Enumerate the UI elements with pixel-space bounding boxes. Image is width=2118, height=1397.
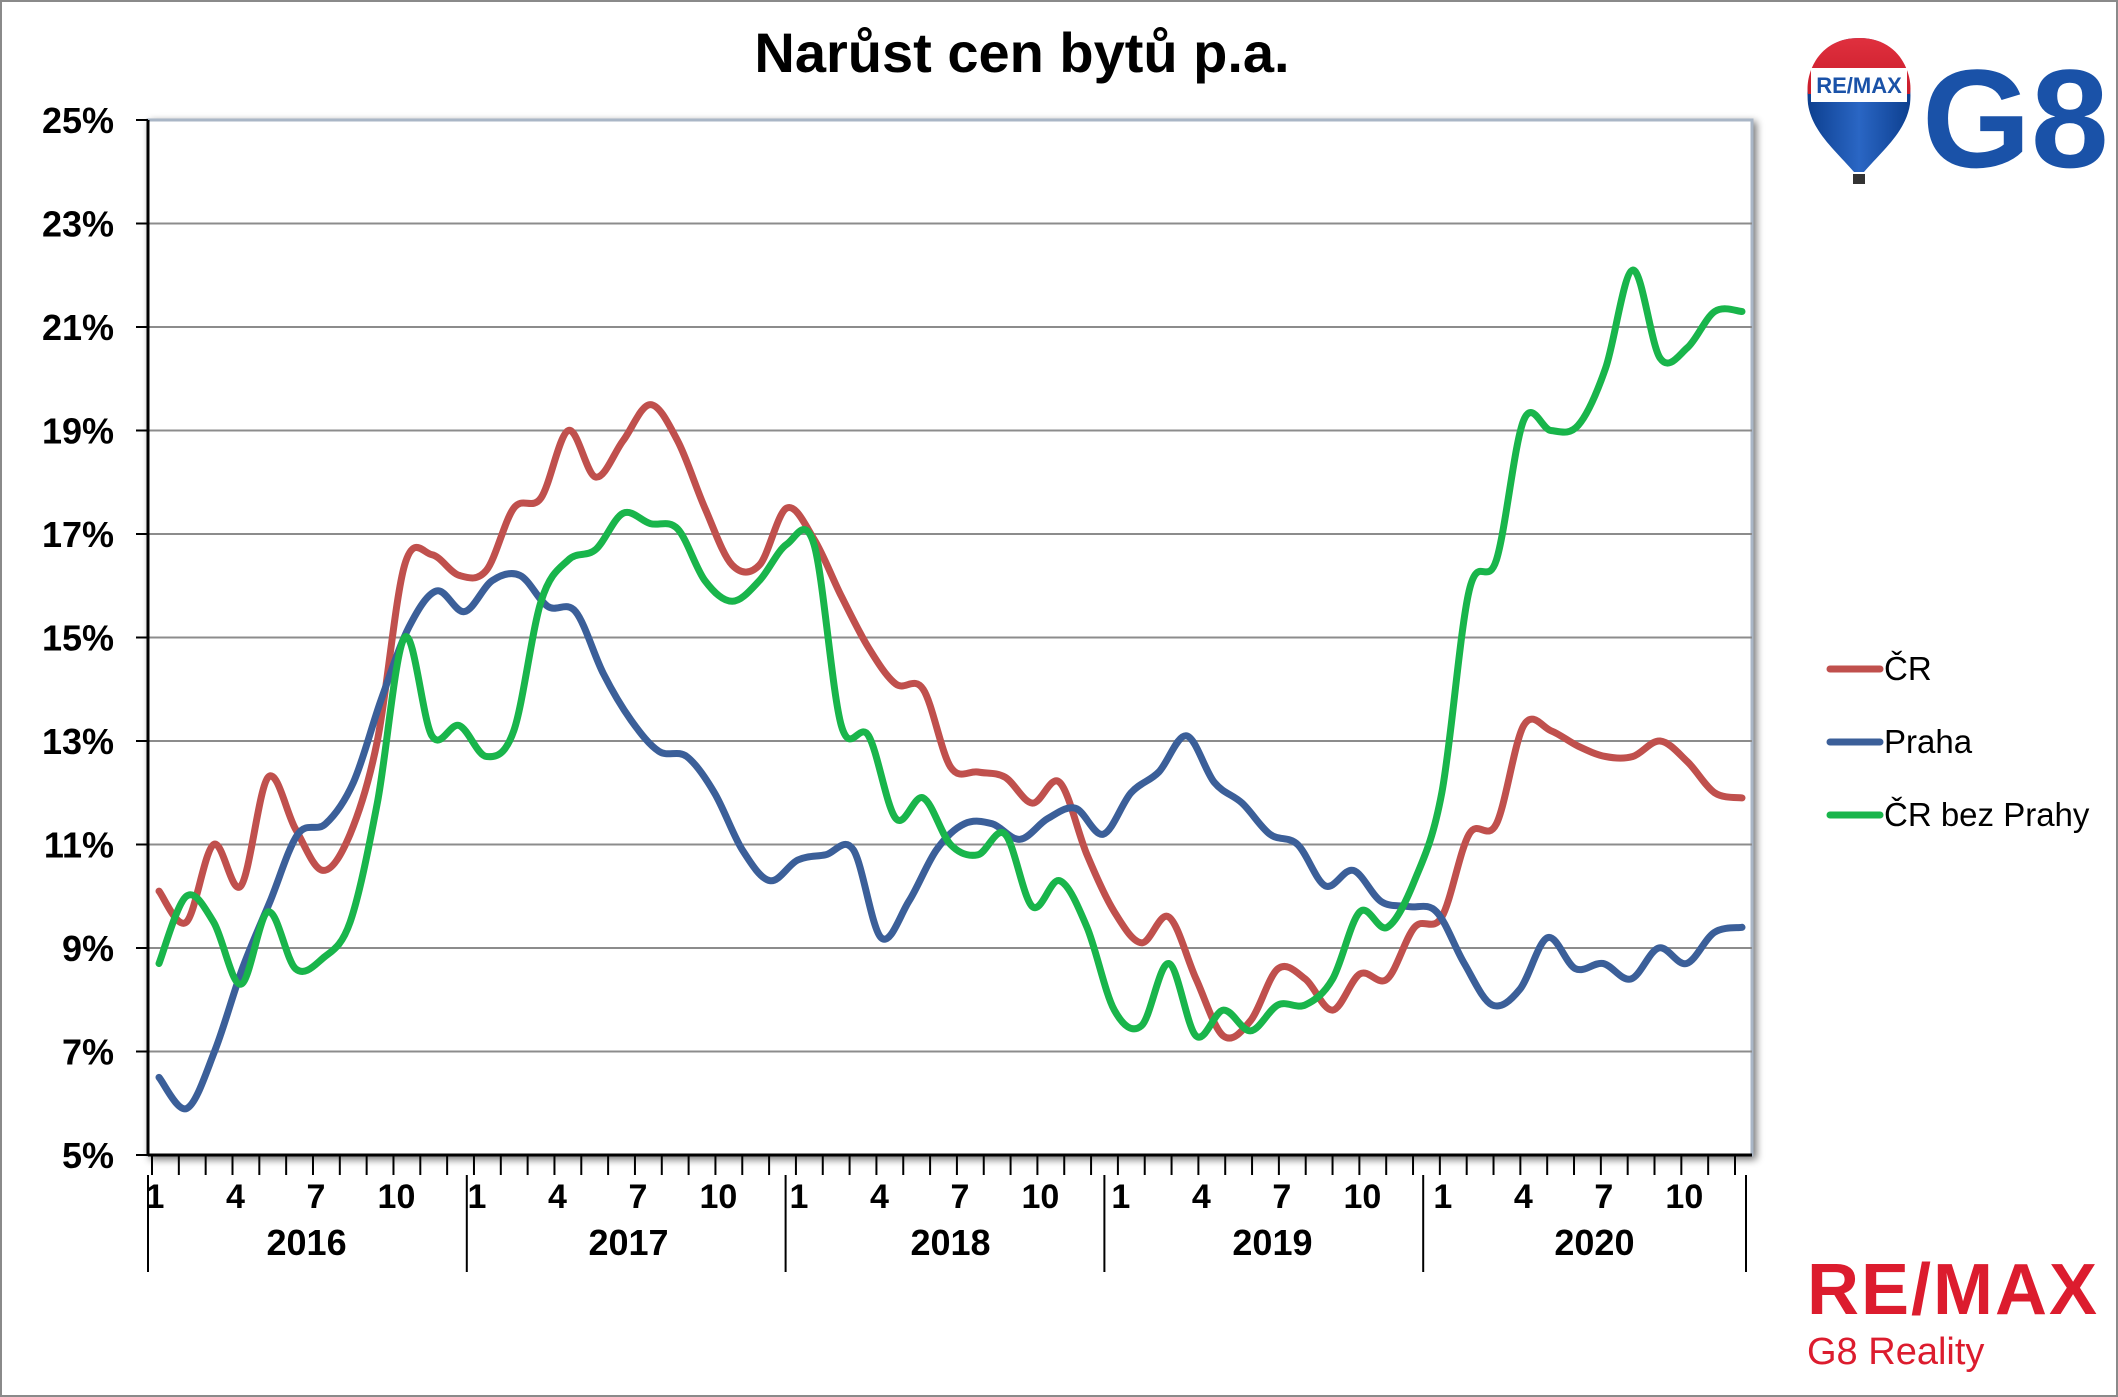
series-line-3 (155, 266, 1746, 1041)
y-tick-label: 19% (42, 411, 114, 452)
x-tick-label: 4 (1514, 1178, 1533, 1216)
x-tick-label: 10 (1343, 1178, 1381, 1216)
x-tick-label: 7 (950, 1178, 969, 1216)
footer-subbrand: G8 Reality (1807, 1331, 1984, 1373)
y-tick-label: 5% (62, 1135, 114, 1176)
y-tick-label: 7% (62, 1032, 114, 1073)
legend-label: ČR (1884, 650, 1932, 687)
gridlines (148, 222, 1752, 1053)
remax-balloon-logo: RE/MAX (1807, 38, 1911, 184)
x-tick-label: 1 (146, 1178, 165, 1216)
x-tick-label: 10 (700, 1178, 738, 1216)
series-layer (155, 266, 1746, 1113)
year-label: 2018 (910, 1222, 990, 1263)
y-tick-label: 23% (42, 204, 114, 245)
x-tick-label: 10 (378, 1178, 416, 1216)
x-tick-label: 7 (1272, 1178, 1291, 1216)
year-label: 2019 (1232, 1222, 1312, 1263)
x-tick-label: 1 (1433, 1178, 1452, 1216)
x-tick-label: 1 (468, 1178, 487, 1216)
x-tick-label: 1 (1111, 1178, 1130, 1216)
x-tick-label: 4 (1192, 1178, 1211, 1216)
x-axis: 1 4 7 10 2016 1 4 7 10 2017 1 4 7 10 2018 1 4 7 10 2019 1 4 7 1… (146, 1153, 1752, 1272)
y-tick-label: 11% (44, 825, 114, 866)
footer-brand: RE/MAX (1807, 1250, 2099, 1330)
x-tick-label: 10 (1021, 1178, 1059, 1216)
chart-title: Narůst cen bytů p.a. (754, 21, 1289, 84)
y-tick-label: 21% (42, 307, 114, 348)
x-tick-label: 7 (1594, 1178, 1613, 1216)
balloon-basket-icon (1853, 174, 1865, 184)
y-tick-label: 17% (42, 514, 114, 555)
year-label: 2017 (588, 1222, 668, 1263)
series-line-1 (155, 401, 1746, 1042)
x-tick-label: 7 (307, 1178, 326, 1216)
balloon-band-icon (1811, 68, 1907, 102)
y-tick-label: 25% (42, 100, 114, 141)
y-tick-label: 13% (42, 721, 114, 762)
y-axis: 25% 23% 21% 19% 17% 15% 13% 11% 9% 7% 5% (42, 100, 150, 1176)
legend-label: Praha (1884, 723, 1973, 760)
series-line-2 (155, 570, 1746, 1113)
year-label: 2020 (1554, 1222, 1634, 1263)
x-tick-label: 7 (628, 1178, 647, 1216)
balloon-label: RE/MAX (1816, 73, 1902, 98)
x-tick-label: 1 (789, 1178, 808, 1216)
x-tick-label: 4 (870, 1178, 889, 1216)
g8-logo: G8 (1922, 40, 2109, 197)
y-tick-label: 9% (62, 928, 114, 969)
legend: ČR Praha ČR bez Prahy (1826, 650, 2090, 833)
x-tick-label: 10 (1665, 1178, 1703, 1216)
x-tick-label: 4 (226, 1178, 245, 1216)
y-tick-label: 15% (42, 618, 114, 659)
x-tick-label: 4 (548, 1178, 567, 1216)
legend-label: ČR bez Prahy (1884, 796, 2090, 833)
plot-area: 25% 23% 21% 19% 17% 15% 13% 11% 9% 7% 5% 1 4 7 10 2016… (42, 100, 1754, 1272)
year-label: 2016 (267, 1222, 347, 1263)
